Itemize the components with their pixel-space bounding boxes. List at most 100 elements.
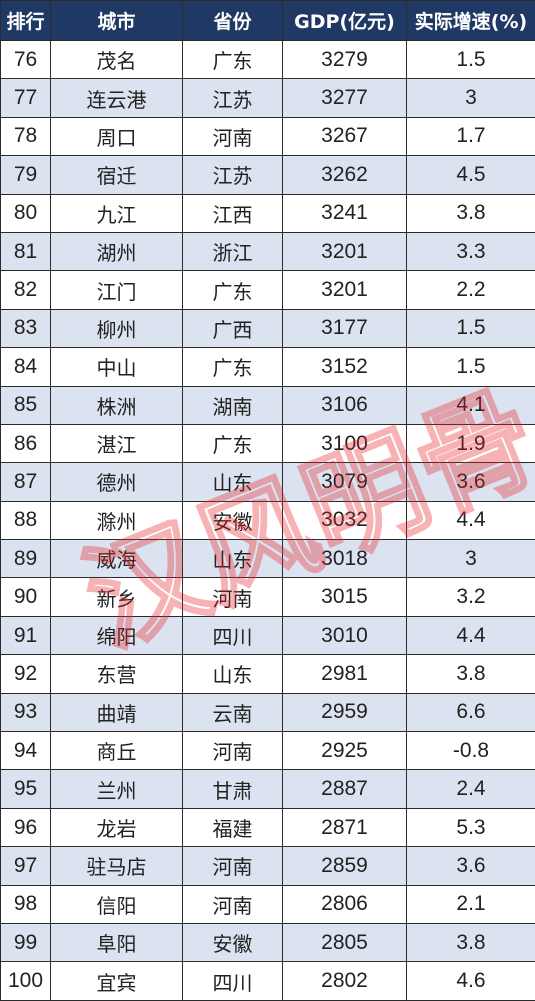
cell-growth: 3.3 [407, 232, 535, 270]
cell-growth: 6.6 [407, 693, 535, 731]
cell-growth: 5.3 [407, 808, 535, 846]
cell-rank: 86 [1, 424, 51, 462]
column-header-rank[interactable]: 排行 [1, 1, 51, 41]
cell-gdp: 3241 [283, 194, 407, 232]
cell-city: 湛江 [51, 424, 183, 462]
cell-gdp: 2871 [283, 808, 407, 846]
cell-growth: 3.8 [407, 923, 535, 961]
cell-gdp: 2925 [283, 732, 407, 770]
cell-province: 浙江 [183, 232, 283, 270]
cell-gdp: 3032 [283, 501, 407, 539]
cell-province: 河南 [183, 885, 283, 923]
cell-growth: 4.6 [407, 962, 535, 1000]
cell-rank: 98 [1, 885, 51, 923]
cell-growth: 1.5 [407, 309, 535, 347]
cell-province: 广东 [183, 348, 283, 386]
cell-rank: 82 [1, 271, 51, 309]
cell-growth: 3.6 [407, 463, 535, 501]
table-header-row: 排行 城市 省份 GDP(亿元) 实际增速(%) [1, 1, 535, 41]
cell-growth: 3 [407, 79, 535, 117]
cell-rank: 76 [1, 41, 51, 79]
cell-province: 福建 [183, 808, 283, 846]
cell-gdp: 2805 [283, 923, 407, 961]
cell-rank: 81 [1, 232, 51, 270]
cell-gdp: 3262 [283, 156, 407, 194]
cell-city: 龙岩 [51, 808, 183, 846]
cell-gdp: 2887 [283, 770, 407, 808]
cell-rank: 96 [1, 808, 51, 846]
cell-city: 茂名 [51, 41, 183, 79]
column-header-gdp[interactable]: GDP(亿元) [283, 1, 407, 41]
cell-province: 广东 [183, 271, 283, 309]
cell-gdp: 3106 [283, 386, 407, 424]
column-header-city[interactable]: 城市 [51, 1, 183, 41]
cell-rank: 93 [1, 693, 51, 731]
cell-city: 驻马店 [51, 847, 183, 885]
cell-growth: 3.2 [407, 578, 535, 616]
cell-province: 广东 [183, 41, 283, 79]
cell-province: 河南 [183, 847, 283, 885]
cell-gdp: 2959 [283, 693, 407, 731]
cell-city: 德州 [51, 463, 183, 501]
cell-growth: 3.8 [407, 194, 535, 232]
cell-rank: 100 [1, 962, 51, 1000]
cell-rank: 92 [1, 655, 51, 693]
cell-gdp: 3279 [283, 41, 407, 79]
cell-gdp: 3201 [283, 232, 407, 270]
cell-province: 江苏 [183, 79, 283, 117]
cell-growth: 1.5 [407, 348, 535, 386]
cell-rank: 79 [1, 156, 51, 194]
cell-rank: 91 [1, 616, 51, 654]
column-header-province[interactable]: 省份 [183, 1, 283, 41]
cell-growth: 4.1 [407, 386, 535, 424]
cell-province: 四川 [183, 616, 283, 654]
cell-city: 威海 [51, 540, 183, 578]
cell-gdp: 2859 [283, 847, 407, 885]
column-header-growth[interactable]: 实际增速(%) [407, 1, 535, 41]
cell-gdp: 3277 [283, 79, 407, 117]
cell-rank: 80 [1, 194, 51, 232]
cell-city: 兰州 [51, 770, 183, 808]
cell-city: 信阳 [51, 885, 183, 923]
cell-growth: 4.4 [407, 616, 535, 654]
cell-city: 绵阳 [51, 616, 183, 654]
cell-city: 中山 [51, 348, 183, 386]
cell-rank: 90 [1, 578, 51, 616]
cell-rank: 77 [1, 79, 51, 117]
cell-growth: 4.5 [407, 156, 535, 194]
cell-gdp: 3152 [283, 348, 407, 386]
cell-gdp: 3018 [283, 540, 407, 578]
cell-growth: 2.2 [407, 271, 535, 309]
cell-rank: 83 [1, 309, 51, 347]
cell-city: 宿迁 [51, 156, 183, 194]
cell-gdp: 2981 [283, 655, 407, 693]
cell-province: 湖南 [183, 386, 283, 424]
cell-city: 阜阳 [51, 923, 183, 961]
cell-gdp: 3010 [283, 616, 407, 654]
cell-growth: 3 [407, 540, 535, 578]
cell-city: 滁州 [51, 501, 183, 539]
cell-province: 河南 [183, 117, 283, 155]
cell-city: 周口 [51, 117, 183, 155]
cell-province: 广东 [183, 424, 283, 462]
cell-city: 江门 [51, 271, 183, 309]
cell-province: 江苏 [183, 156, 283, 194]
cell-province: 江西 [183, 194, 283, 232]
